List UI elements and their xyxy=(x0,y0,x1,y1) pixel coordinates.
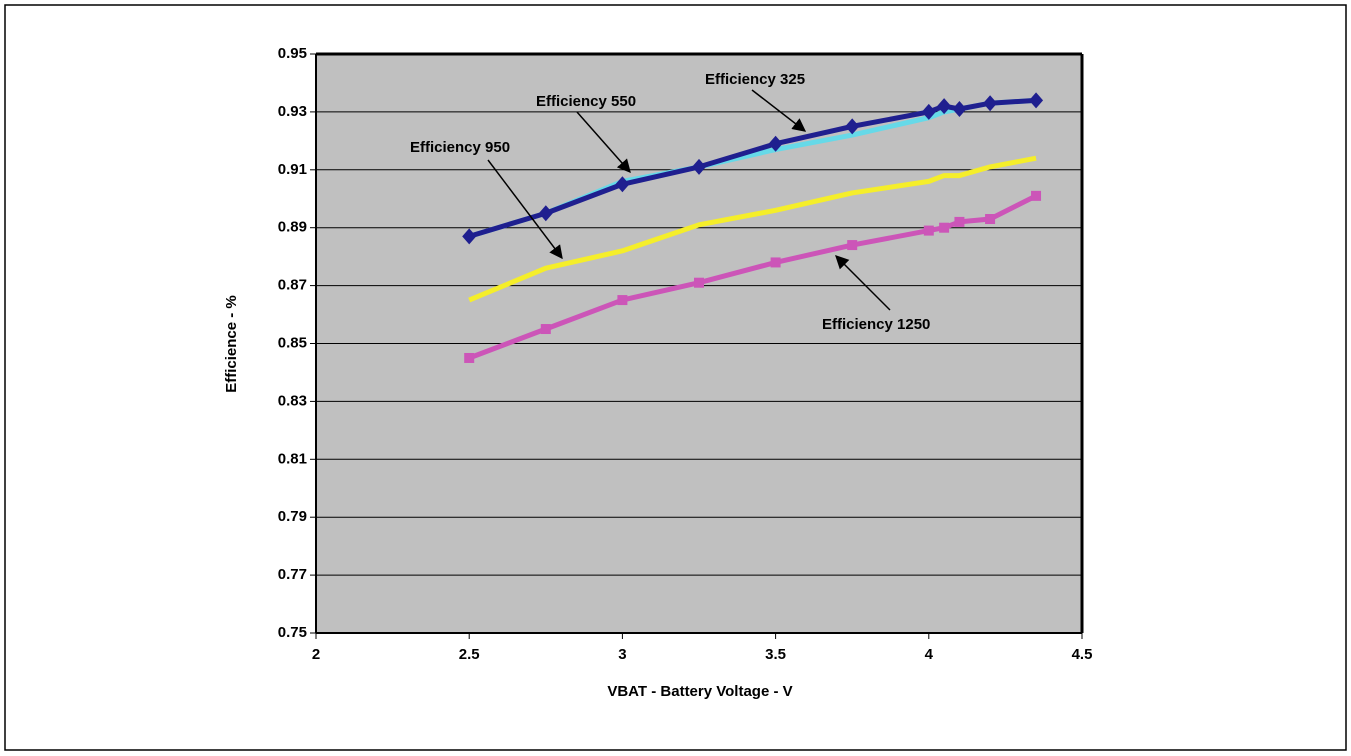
marker xyxy=(692,158,706,175)
x-tick-label: 2.5 xyxy=(459,646,480,663)
y-tick-label: 0.95 xyxy=(278,45,307,62)
x-tick-label: 3.5 xyxy=(765,646,786,663)
marker xyxy=(768,135,783,152)
callout-label: Efficiency 550 xyxy=(536,93,636,110)
marker xyxy=(540,324,551,335)
marker xyxy=(462,228,477,245)
marker xyxy=(1029,92,1044,109)
callout-arrow xyxy=(576,111,631,174)
callout-arrow xyxy=(835,255,891,311)
x-axis-label: VBAT - Battery Voltage - V xyxy=(607,683,792,700)
callout-label: Efficiency 1250 xyxy=(822,316,930,333)
marker xyxy=(770,257,781,268)
marker xyxy=(615,176,630,193)
marker xyxy=(952,101,967,118)
y-tick-label: 0.87 xyxy=(278,277,307,294)
y-tick-label: 0.93 xyxy=(278,103,307,120)
marker xyxy=(847,240,858,251)
marker xyxy=(954,216,965,227)
y-tick-label: 0.77 xyxy=(278,566,307,583)
y-tick-label: 0.85 xyxy=(278,334,307,351)
marker xyxy=(1031,190,1042,201)
y-axis-label: Efficience - % xyxy=(223,295,240,393)
callout-label: Efficiency 325 xyxy=(705,71,805,88)
marker xyxy=(464,352,475,363)
series-line xyxy=(468,155,1037,303)
x-tick-label: 2 xyxy=(312,646,320,663)
marker xyxy=(985,214,996,225)
marker xyxy=(845,118,860,135)
y-tick-label: 0.79 xyxy=(278,508,307,525)
y-tick-label: 0.81 xyxy=(278,450,307,467)
y-tick-label: 0.89 xyxy=(278,219,307,236)
callout-arrow xyxy=(487,159,563,260)
y-tick-label: 0.91 xyxy=(278,161,307,178)
marker xyxy=(939,222,950,233)
marker xyxy=(694,277,704,288)
marker xyxy=(617,295,628,306)
y-tick-label: 0.75 xyxy=(278,624,307,641)
y-tick-label: 0.83 xyxy=(278,392,307,409)
marker xyxy=(923,225,934,236)
marker xyxy=(538,205,553,222)
callout-arrow xyxy=(751,89,807,132)
x-tick-label: 4.5 xyxy=(1072,646,1093,663)
marker xyxy=(937,98,952,115)
marker xyxy=(921,103,936,120)
x-tick-label: 3 xyxy=(618,646,626,663)
callout-label: Efficiency 950 xyxy=(410,139,510,156)
x-tick-label: 4 xyxy=(925,646,934,663)
marker xyxy=(983,95,998,112)
